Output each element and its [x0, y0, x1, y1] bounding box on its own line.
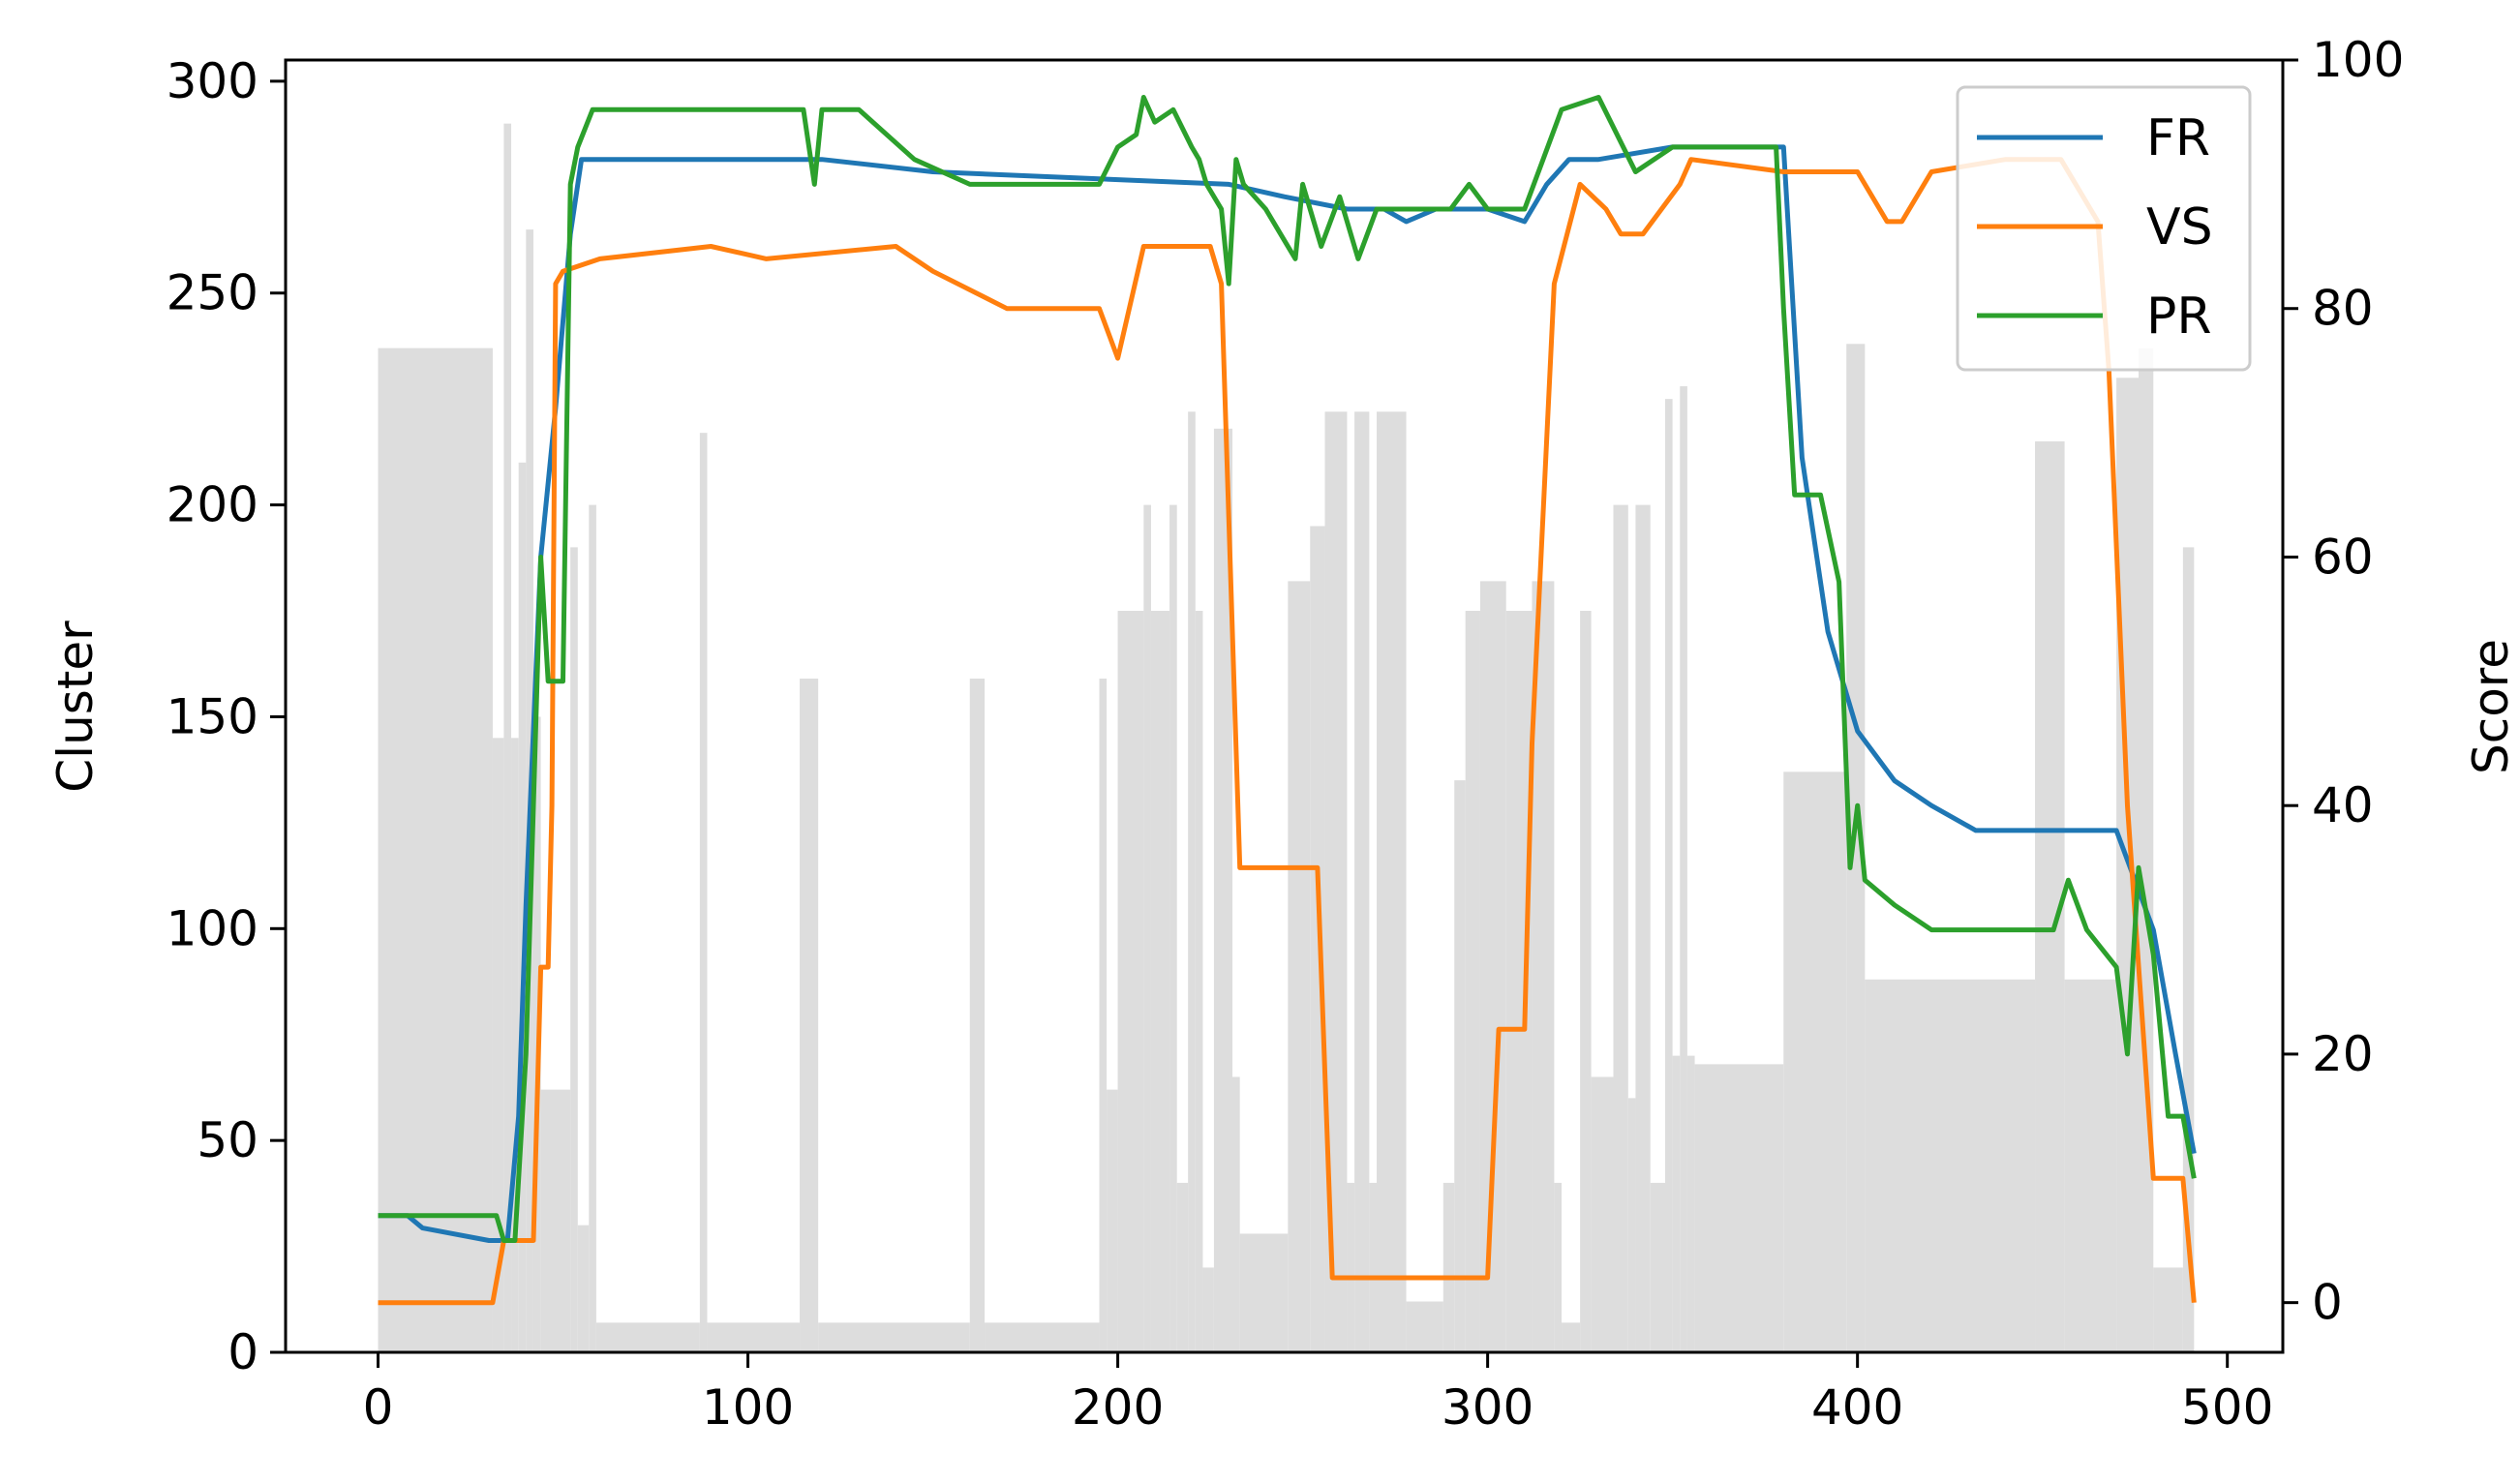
cluster-bar-34 [1347, 1182, 1355, 1352]
y2-tick-label: 20 [2312, 1026, 2374, 1082]
cluster-bar-39 [1442, 1182, 1455, 1352]
cluster-bar-40 [1454, 780, 1466, 1352]
cluster-bar-11 [595, 1322, 700, 1352]
cluster-bar-64 [2139, 348, 2154, 1352]
y-axis-right: 0 20 40 60 80 100 [2283, 32, 2404, 1331]
cluster-bar-58 [1783, 772, 1847, 1352]
y-axis-left: 0 50 100 150 200 250 300 [167, 53, 286, 1380]
y-tick-label: 50 [197, 1112, 258, 1168]
cluster-bar-53 [1664, 399, 1673, 1352]
series-line-fr [378, 144, 2197, 1243]
y-tick-label: 200 [167, 477, 258, 533]
cluster-bar-50 [1627, 1098, 1636, 1352]
cluster-bar-10 [589, 504, 596, 1352]
cluster-bar-26 [1195, 611, 1203, 1352]
cluster-bar-56 [1686, 1055, 1695, 1352]
cluster-bar-51 [1635, 504, 1651, 1352]
cluster-bar-33 [1324, 411, 1348, 1353]
cluster-bar-37 [1377, 411, 1407, 1353]
cluster-bar-1 [492, 738, 504, 1352]
y-tick-label: 300 [167, 53, 258, 109]
cluster-bar-41 [1465, 611, 1480, 1352]
legend-box [1956, 85, 2252, 372]
cluster-bar-45 [1554, 1182, 1563, 1352]
cluster-bars [378, 123, 2195, 1353]
cluster-bar-35 [1354, 411, 1370, 1353]
cluster-bar-19 [1107, 1089, 1118, 1352]
cluster-bar-13 [707, 1322, 801, 1352]
cluster-bar-30 [1239, 1233, 1289, 1352]
legend-label-vs: VS [2146, 198, 2213, 257]
y2-tick-label: 40 [2312, 777, 2374, 833]
y2-tick-label: 0 [2312, 1275, 2343, 1331]
x-tick-label: 100 [702, 1379, 794, 1436]
cluster-bar-25 [1188, 411, 1196, 1353]
y-tick-label: 250 [167, 265, 258, 321]
cluster-bar-54 [1672, 1055, 1681, 1352]
y2-axis-label: Score [2463, 639, 2519, 774]
cluster-bar-24 [1176, 1182, 1189, 1352]
cluster-bar-18 [1099, 679, 1108, 1352]
cluster-bar-66 [2182, 547, 2195, 1352]
plot-frame [284, 58, 2285, 1354]
cluster-bar-27 [1202, 1267, 1214, 1352]
cluster-bar-57 [1694, 1064, 1784, 1352]
cluster-bar-20 [1117, 611, 1144, 1352]
cluster-bar-32 [1310, 526, 1325, 1352]
x-tick-label: 400 [1811, 1379, 1903, 1436]
cluster-bar-29 [1232, 1076, 1240, 1352]
cluster-bar-59 [1846, 344, 1866, 1352]
cluster-bar-16 [969, 679, 986, 1352]
cluster-bar-15 [818, 1322, 970, 1352]
y-tick-label: 100 [167, 900, 258, 956]
cluster-bar-46 [1562, 1322, 1581, 1352]
cluster-bar-49 [1613, 504, 1628, 1352]
legend-label-fr: FR [2146, 109, 2210, 167]
x-tick-label: 500 [2181, 1379, 2273, 1436]
cluster-bar-62 [2064, 979, 2117, 1352]
x-tick-label: 200 [1072, 1379, 1164, 1436]
y2-tick-label: 80 [2312, 281, 2374, 337]
y-tick-label: 0 [228, 1324, 258, 1380]
cluster-bar-42 [1479, 581, 1506, 1352]
cluster-bar-12 [699, 433, 708, 1353]
cluster-bar-23 [1169, 504, 1177, 1352]
cluster-bar-21 [1143, 504, 1151, 1352]
cluster-bar-38 [1406, 1301, 1443, 1352]
cluster-bar-52 [1650, 1182, 1665, 1352]
cluster-bar-9 [577, 1225, 590, 1352]
cluster-bar-60 [1865, 979, 2036, 1352]
cluster-bar-3 [511, 738, 519, 1352]
y-axis-label: Cluster [47, 620, 104, 793]
cluster-bar-22 [1150, 611, 1170, 1352]
cluster-bar-36 [1369, 1182, 1378, 1352]
x-tick-label: 300 [1442, 1379, 1533, 1436]
cluster-bar-44 [1532, 581, 1555, 1352]
cluster-bar-2 [503, 123, 512, 1352]
cluster-bar-14 [800, 679, 819, 1352]
y2-tick-label: 100 [2312, 32, 2404, 88]
cluster-bar-31 [1288, 581, 1311, 1352]
legend-label-pr: PR [2146, 288, 2212, 346]
y2-tick-label: 60 [2312, 529, 2374, 585]
cluster-bar-55 [1680, 386, 1687, 1352]
y-tick-label: 150 [167, 688, 258, 744]
series-line-pr [378, 95, 2197, 1243]
x-tick-label: 0 [363, 1379, 394, 1436]
cluster-bar-4 [518, 462, 527, 1352]
cluster-bar-47 [1580, 611, 1592, 1352]
cluster-bar-17 [985, 1322, 1100, 1352]
legend: FR VS PR [1956, 85, 2252, 372]
cluster-bar-28 [1213, 428, 1233, 1352]
cluster-bar-61 [2035, 440, 2065, 1352]
cluster-bar-8 [570, 547, 578, 1352]
cluster-bar-7 [540, 1089, 571, 1352]
cluster-bar-65 [2153, 1267, 2183, 1352]
cluster-bar-0 [378, 348, 493, 1352]
x-axis: 0 100 200 300 400 500 [363, 1352, 2273, 1436]
cluster-bar-48 [1591, 1076, 1614, 1352]
